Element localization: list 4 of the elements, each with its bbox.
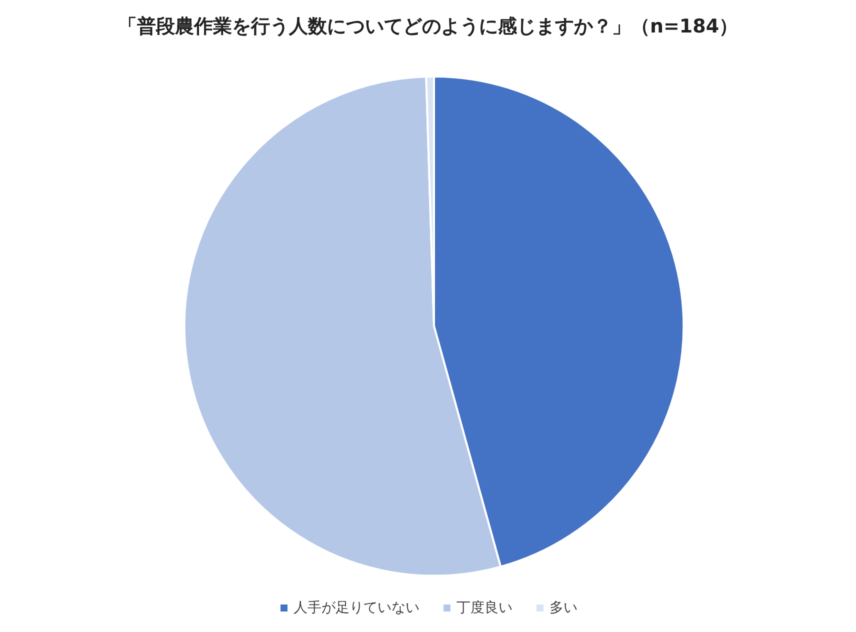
chart-title: 「普段農作業を行う人数についてどのように感じますか？」（n=184） [118, 16, 738, 38]
legend-label: 人手が足りていない [294, 600, 420, 616]
legend-label: 丁度良い [456, 600, 512, 616]
legend-label: 多い [550, 600, 578, 616]
